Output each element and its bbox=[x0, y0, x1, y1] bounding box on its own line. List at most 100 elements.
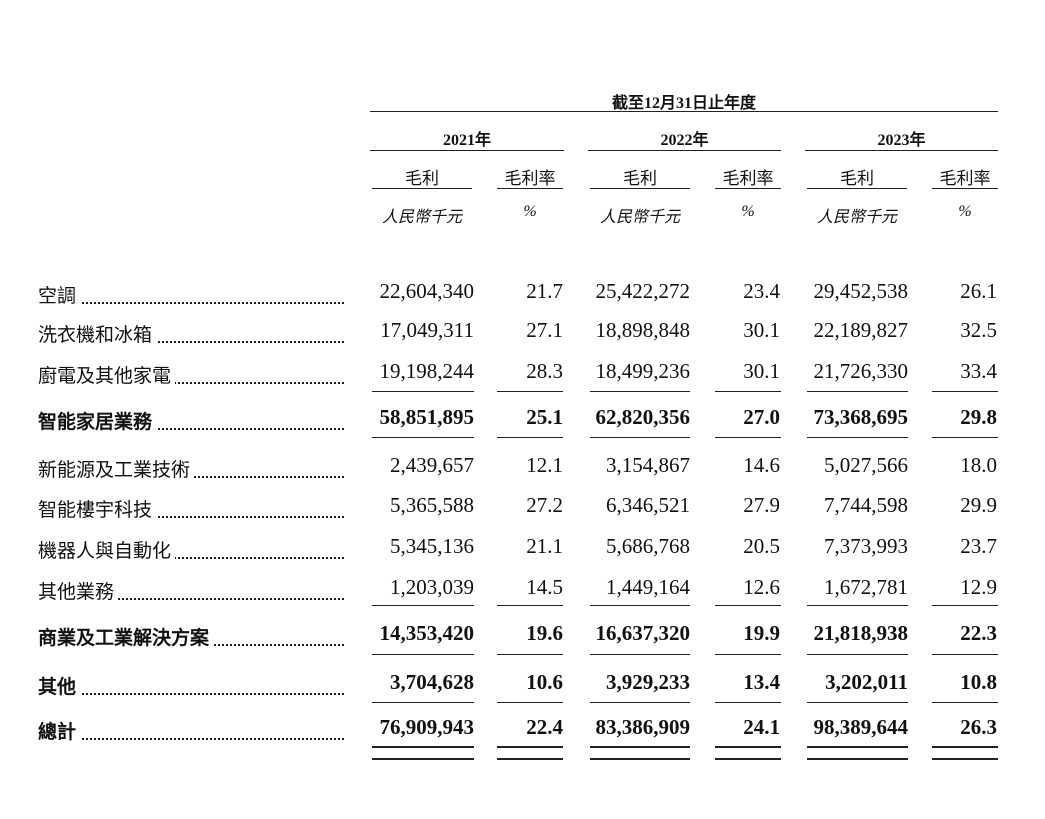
row-label: 總計 bbox=[38, 717, 344, 743]
segment-rule bbox=[807, 437, 908, 439]
cell-gm-2021: 21.1 bbox=[526, 534, 563, 558]
subtotal-rule bbox=[932, 702, 998, 704]
total-double-rule bbox=[372, 758, 474, 760]
cell-gm-2021: 21.7 bbox=[526, 279, 563, 303]
col-rule-5 bbox=[807, 188, 907, 190]
total-double-rule bbox=[932, 758, 998, 760]
row-label-text: 智能樓宇科技 bbox=[38, 499, 157, 521]
col-rule-2 bbox=[497, 188, 563, 190]
row-label-text: 洗衣機和冰箱 bbox=[38, 324, 157, 346]
cell-gm-2022: 23.4 bbox=[743, 279, 780, 303]
row-label: 機器人與自動化 bbox=[38, 536, 344, 562]
year-2022-header: 2022年 bbox=[660, 132, 709, 149]
subtotal-rule bbox=[807, 702, 908, 704]
segment-rule bbox=[497, 437, 563, 439]
row-label: 智能家居業務 bbox=[38, 407, 344, 433]
cell-gp-2023: 29,452,538 bbox=[813, 279, 909, 303]
leader-dots bbox=[38, 693, 344, 695]
row-label-text: 其他 bbox=[38, 676, 81, 698]
unit-margin-2021: % bbox=[523, 203, 537, 220]
leader-dots bbox=[38, 302, 344, 304]
total-double-rule bbox=[715, 746, 781, 748]
segment-rule bbox=[372, 654, 474, 656]
unit-gross-profit-2021: 人民幣千元 bbox=[381, 209, 462, 226]
segment-rule bbox=[932, 437, 998, 439]
period-rule bbox=[370, 111, 998, 113]
row-label-text: 商業及工業解決方案 bbox=[38, 627, 214, 649]
cell-gp-2021: 58,851,895 bbox=[379, 405, 475, 429]
cell-gm-2023: 26.1 bbox=[960, 279, 997, 303]
col-rule-1 bbox=[372, 188, 472, 190]
total-double-rule bbox=[497, 758, 563, 760]
col-header-margin-2023: 毛利率 bbox=[939, 169, 991, 189]
subtotal-rule bbox=[590, 605, 690, 607]
leader-dots bbox=[38, 428, 344, 430]
cell-gp-2022: 62,820,356 bbox=[595, 405, 691, 429]
row-label: 廚電及其他家電 bbox=[38, 361, 344, 387]
cell-gp-2021: 5,365,588 bbox=[390, 493, 474, 517]
cell-gp-2023: 3,202,011 bbox=[825, 670, 908, 694]
cell-gp-2023: 98,389,644 bbox=[813, 715, 909, 739]
row-label: 其他業務 bbox=[38, 577, 344, 603]
year-2023-header: 2023年 bbox=[877, 132, 926, 149]
col-header-gross-profit-2021: 毛利 bbox=[405, 169, 439, 189]
cell-gm-2023: 18.0 bbox=[960, 453, 997, 477]
unit-margin-2023: % bbox=[958, 203, 972, 220]
year-2021-rule bbox=[370, 150, 564, 152]
cell-gm-2023: 12.9 bbox=[960, 575, 997, 599]
subtotal-rule bbox=[372, 605, 474, 607]
subtotal-rule bbox=[497, 391, 563, 393]
row-label: 智能樓宇科技 bbox=[38, 495, 344, 521]
segment-rule bbox=[715, 654, 781, 656]
subtotal-rule bbox=[497, 702, 563, 704]
row-label-text: 機器人與自動化 bbox=[38, 540, 176, 562]
cell-gm-2021: 10.6 bbox=[526, 670, 563, 694]
unit-gross-profit-2023: 人民幣千元 bbox=[816, 209, 897, 226]
cell-gm-2023: 29.9 bbox=[960, 493, 997, 517]
cell-gm-2021: 19.6 bbox=[526, 621, 563, 645]
cell-gm-2021: 28.3 bbox=[526, 359, 563, 383]
total-double-rule bbox=[932, 746, 998, 748]
segment-rule bbox=[807, 654, 908, 656]
total-double-rule bbox=[715, 758, 781, 760]
cell-gm-2022: 12.6 bbox=[743, 575, 780, 599]
subtotal-rule bbox=[932, 605, 998, 607]
segment-rule bbox=[932, 654, 998, 656]
row-label: 商業及工業解決方案 bbox=[38, 623, 344, 649]
leader-dots bbox=[38, 382, 344, 384]
cell-gp-2021: 5,345,136 bbox=[390, 534, 474, 558]
cell-gm-2022: 30.1 bbox=[743, 359, 780, 383]
row-label: 其他 bbox=[38, 672, 344, 698]
leader-dots bbox=[38, 557, 344, 559]
cell-gm-2022: 30.1 bbox=[743, 318, 780, 342]
total-double-rule bbox=[807, 746, 908, 748]
cell-gp-2023: 22,189,827 bbox=[813, 318, 909, 342]
cell-gp-2023: 7,373,993 bbox=[824, 534, 908, 558]
total-double-rule bbox=[590, 758, 690, 760]
total-double-rule bbox=[497, 746, 563, 748]
year-2023-rule bbox=[805, 150, 998, 152]
subtotal-rule bbox=[372, 702, 474, 704]
row-label-text: 其他業務 bbox=[38, 581, 119, 603]
segment-rule bbox=[590, 437, 690, 439]
col-header-gross-profit-2022: 毛利 bbox=[623, 169, 657, 189]
cell-gp-2023: 73,368,695 bbox=[813, 405, 909, 429]
cell-gp-2022: 25,422,272 bbox=[595, 279, 691, 303]
subtotal-rule bbox=[807, 605, 908, 607]
cell-gp-2022: 6,346,521 bbox=[606, 493, 690, 517]
cell-gp-2023: 7,744,598 bbox=[824, 493, 908, 517]
year-2021-header: 2021年 bbox=[442, 132, 491, 149]
subtotal-rule bbox=[590, 391, 690, 393]
cell-gm-2023: 29.8 bbox=[960, 405, 997, 429]
cell-gp-2022: 16,637,320 bbox=[595, 621, 691, 645]
cell-gp-2022: 5,686,768 bbox=[606, 534, 690, 558]
cell-gm-2021: 22.4 bbox=[526, 715, 563, 739]
col-rule-6 bbox=[932, 188, 998, 190]
cell-gm-2023: 26.3 bbox=[960, 715, 997, 739]
cell-gm-2022: 14.6 bbox=[743, 453, 780, 477]
cell-gm-2022: 27.9 bbox=[743, 493, 780, 517]
segment-rule bbox=[497, 654, 563, 656]
cell-gm-2023: 32.5 bbox=[960, 318, 997, 342]
leader-dots bbox=[38, 738, 344, 740]
cell-gp-2023: 21,726,330 bbox=[813, 359, 909, 383]
